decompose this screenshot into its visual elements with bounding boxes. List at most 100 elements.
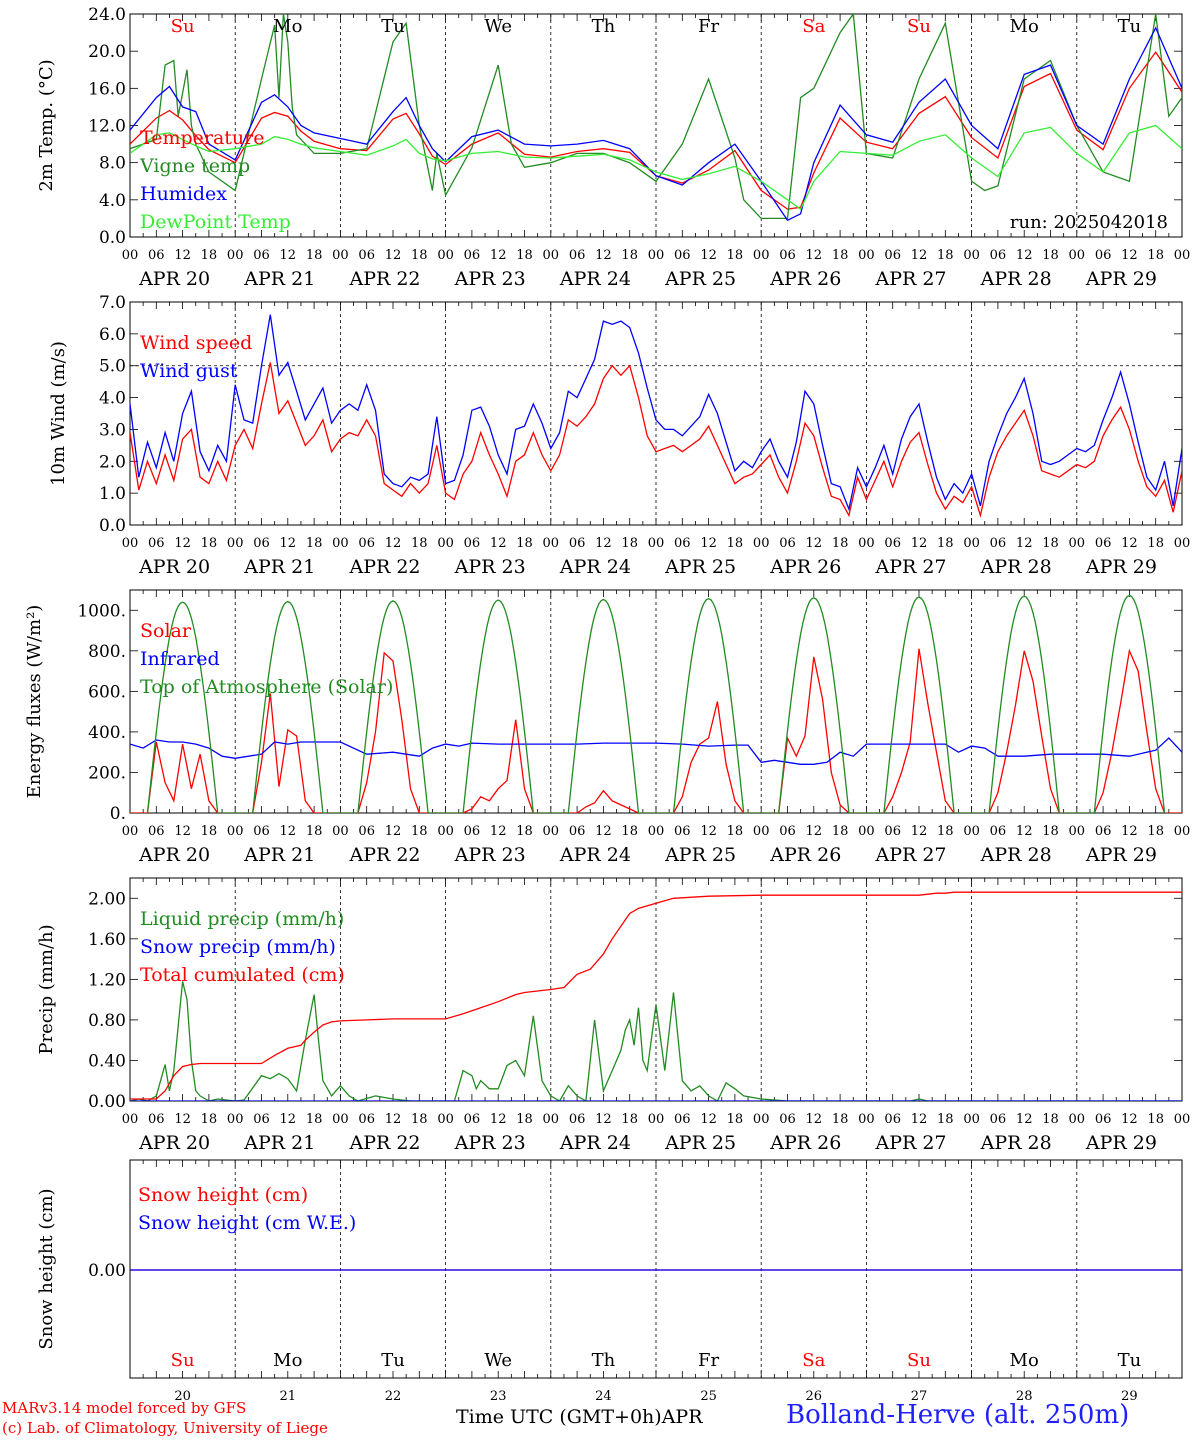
weekday-label: Su <box>171 16 195 37</box>
hour-label: 06 <box>148 1112 165 1127</box>
date-label: APR 22 <box>348 844 420 866</box>
y-tick-label: 5.0 <box>99 357 126 377</box>
hour-label: 18 <box>1147 248 1164 263</box>
legend-entry: Liquid precip (mm/h) <box>140 908 344 930</box>
y-tick-label: 1.0 <box>99 484 126 504</box>
date-label: APR 25 <box>664 268 736 290</box>
hour-label: 12 <box>1016 248 1033 263</box>
weekday-label: We <box>484 1350 512 1371</box>
hour-label: 00 <box>858 1112 875 1127</box>
hour-label: 12 <box>280 248 297 263</box>
model-credit: MARv3.14 model forced by GFS <box>2 1399 247 1417</box>
hour-label: 18 <box>832 248 849 263</box>
weekday-label: Fr <box>698 1350 719 1371</box>
hour-label: 12 <box>595 824 612 839</box>
hour-label: 12 <box>174 536 191 551</box>
hour-label: 18 <box>937 1112 954 1127</box>
y-tick-label: 1000. <box>77 601 126 621</box>
date-label: APR 28 <box>980 556 1052 578</box>
hour-label: 18 <box>1147 1112 1164 1127</box>
hour-label: 00 <box>543 824 560 839</box>
hour-label: 00 <box>543 536 560 551</box>
hour-label: 06 <box>464 536 481 551</box>
day-number-label: 20 <box>174 1389 191 1404</box>
hour-label: 00 <box>1174 248 1191 263</box>
legend-entry: Temperature <box>140 127 264 149</box>
hour-label: 00 <box>227 248 244 263</box>
hour-label: 00 <box>437 824 454 839</box>
weekday-label: Su <box>907 16 931 37</box>
date-label: APR 25 <box>664 556 736 578</box>
hour-label: 18 <box>411 824 428 839</box>
y-tick-label: 7.0 <box>99 293 126 313</box>
date-label: APR 24 <box>559 844 631 866</box>
hour-label: 06 <box>358 824 375 839</box>
y-tick-label: 0.0 <box>99 228 126 248</box>
hour-label: 00 <box>648 248 665 263</box>
hour-label: 00 <box>1069 824 1086 839</box>
hour-label: 06 <box>253 824 270 839</box>
hour-label: 18 <box>937 248 954 263</box>
y-tick-label: 12.0 <box>88 117 126 137</box>
series-line-top-of-atmosphere-solar- <box>146 594 1166 813</box>
series-line-wind-speed <box>130 362 1182 518</box>
weekday-label: Fr <box>698 16 719 37</box>
weekday-label: Th <box>592 16 616 37</box>
hour-label: 12 <box>911 824 928 839</box>
date-label: APR 27 <box>874 556 946 578</box>
hour-label: 18 <box>516 1112 533 1127</box>
legend-entry: Snow height (cm) <box>138 1184 308 1206</box>
hour-label: 00 <box>122 248 139 263</box>
hour-label: 00 <box>227 536 244 551</box>
hour-label: 06 <box>148 248 165 263</box>
legend-entry: DewPoint Temp <box>140 211 291 233</box>
hour-label: 00 <box>543 1112 560 1127</box>
hour-label: 18 <box>201 824 218 839</box>
hour-label: 18 <box>516 248 533 263</box>
y-axis-title: Snow height (cm) <box>36 1188 57 1349</box>
hour-label: 12 <box>1121 536 1138 551</box>
hour-label: 06 <box>884 1112 901 1127</box>
hour-label: 00 <box>963 824 980 839</box>
hour-label: 00 <box>858 248 875 263</box>
series-line-total-cumulated-cm- <box>130 891 1182 1100</box>
hour-label: 18 <box>516 536 533 551</box>
legend-entry: Wind speed <box>140 332 252 354</box>
time-axis-title: Time UTC (GMT+0h)APR <box>456 1406 703 1428</box>
y-tick-label: 0.00 <box>88 1092 126 1112</box>
y-tick-label: 0.80 <box>88 1011 126 1031</box>
date-label: APR 23 <box>454 844 526 866</box>
hour-label: 18 <box>832 536 849 551</box>
footer-credits: MARv3.14 model forced by GFS (c) Lab. of… <box>2 1398 328 1438</box>
hour-label: 06 <box>779 824 796 839</box>
date-label: APR 29 <box>1085 844 1157 866</box>
hour-label: 12 <box>911 536 928 551</box>
hour-label: 06 <box>358 1112 375 1127</box>
y-tick-label: 2.00 <box>88 889 126 909</box>
hour-label: 12 <box>385 824 402 839</box>
date-label: APR 29 <box>1085 268 1157 290</box>
hour-label: 12 <box>280 824 297 839</box>
hour-label: 00 <box>648 824 665 839</box>
date-label: APR 20 <box>138 844 210 866</box>
hour-label: 06 <box>148 824 165 839</box>
hour-label: 06 <box>253 1112 270 1127</box>
y-axis-title: 10m Wind (m/s) <box>48 341 69 486</box>
day-number-label: 23 <box>490 1389 507 1404</box>
hour-label: 00 <box>543 248 560 263</box>
hour-label: 06 <box>779 536 796 551</box>
hour-label: 12 <box>806 536 823 551</box>
hour-label: 18 <box>727 1112 744 1127</box>
date-label: APR 23 <box>454 1132 526 1154</box>
day-number-label: 21 <box>280 1389 297 1404</box>
hour-label: 00 <box>227 824 244 839</box>
weekday-label: Mo <box>273 1350 302 1371</box>
hour-label: 00 <box>753 536 770 551</box>
hour-label: 12 <box>700 536 717 551</box>
hour-label: 00 <box>1069 1112 1086 1127</box>
hour-label: 06 <box>569 536 586 551</box>
hour-label: 06 <box>1095 536 1112 551</box>
hour-label: 06 <box>358 536 375 551</box>
hour-label: 00 <box>963 248 980 263</box>
hour-label: 06 <box>674 248 691 263</box>
